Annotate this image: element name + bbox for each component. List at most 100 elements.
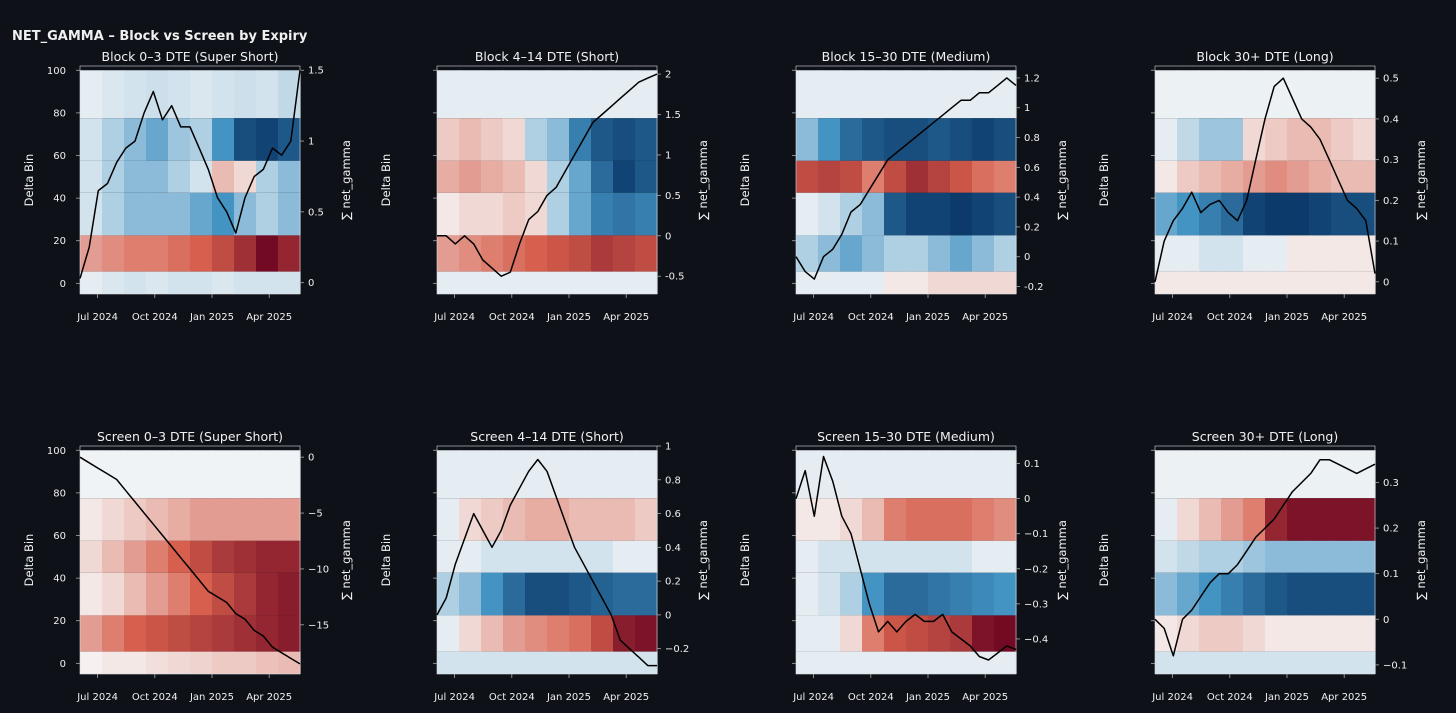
- heatmap-cell: [1331, 540, 1354, 573]
- heatmap-cell: [234, 192, 257, 236]
- right-tick-label: 0.6: [665, 509, 681, 520]
- heatmap-cell: [437, 70, 460, 119]
- heatmap-cell: [503, 450, 526, 499]
- heatmap-cell: [613, 498, 636, 541]
- right-axis-label: ∑ net_gamma: [339, 520, 353, 600]
- heatmap-cell: [212, 70, 235, 119]
- heatmap-cell: [950, 540, 973, 573]
- heatmap-cell: [481, 572, 504, 616]
- heatmap-cell: [1265, 192, 1288, 236]
- heatmap-cell: [168, 160, 191, 193]
- heatmap-cell: [459, 615, 482, 652]
- heatmap-cell: [1177, 572, 1200, 616]
- x-tick-label: Jul 2024: [433, 312, 475, 323]
- heatmap-cell: [437, 615, 460, 652]
- left-axis-label: Delta Bin: [22, 154, 36, 207]
- heatmap-cell: [1309, 498, 1332, 541]
- heatmap-cell: [168, 70, 191, 119]
- heatmap-cell: [1155, 118, 1178, 161]
- heatmap-cell: [459, 235, 482, 272]
- heatmap-cell: [1331, 70, 1354, 119]
- heatmap-cell: [1265, 572, 1288, 616]
- heatmap-cell: [256, 192, 279, 236]
- heatmap-cell: [796, 70, 819, 119]
- heatmap-cell: [1331, 160, 1354, 193]
- heatmap-cell: [1353, 70, 1376, 119]
- heatmap-cell: [1287, 450, 1310, 499]
- heatmap-cell: [190, 118, 213, 161]
- heatmap-cell: [1177, 271, 1200, 294]
- heatmap-cell: [146, 540, 169, 573]
- heatmap-cell: [928, 498, 951, 541]
- heatmap-cell: [635, 450, 658, 499]
- x-tick-label: Jul 2024: [76, 692, 118, 703]
- axes-frame: [1154, 65, 1376, 295]
- heatmap-cell: [102, 192, 125, 236]
- heatmap-cell: [459, 192, 482, 236]
- x-tick-label: Apr 2025: [962, 312, 1008, 323]
- heatmap-cell: [459, 70, 482, 119]
- panel-5: Screen 0–3 DTE (Super Short) 0 20 40 60 80 100…: [22, 429, 353, 703]
- heatmap-cell: [635, 651, 658, 674]
- left-tick-label: 40: [53, 194, 66, 205]
- heatmap-cell: [796, 160, 819, 193]
- heatmap-cell: [278, 160, 301, 193]
- heatmap-cell: [1199, 192, 1222, 236]
- heatmap-cell: [278, 498, 301, 541]
- heatmap-cell: [481, 118, 504, 161]
- heatmap-cell: [459, 271, 482, 294]
- heatmap-cell: [190, 271, 213, 294]
- right-tick-label: 1.5: [308, 66, 324, 77]
- heatmap-cell: [840, 160, 863, 193]
- heatmap-cell: [278, 271, 301, 294]
- heatmap-cell: [124, 651, 147, 674]
- heatmap-cell: [234, 572, 257, 616]
- heatmap-cell: [1265, 271, 1288, 294]
- heatmap-cell: [994, 498, 1017, 541]
- heatmap-cell: [1177, 70, 1200, 119]
- heatmap-cell: [190, 192, 213, 236]
- heatmap-cell: [569, 160, 592, 193]
- x-tick-label: Apr 2025: [603, 692, 649, 703]
- right-tick-label: −5: [308, 509, 323, 520]
- heatmap-cell: [80, 572, 103, 616]
- heatmap-cell: [1177, 192, 1200, 236]
- heatmap-cell: [1265, 498, 1288, 541]
- heatmap-cell: [613, 118, 636, 161]
- axes-frame: [79, 65, 301, 295]
- heatmap-cell: [1155, 235, 1178, 272]
- heatmap-cell: [80, 615, 103, 652]
- heatmap-cell: [1199, 160, 1222, 193]
- heatmap-cell: [234, 160, 257, 193]
- heatmap-cell: [256, 450, 279, 499]
- right-tick-label: −0.1: [1024, 529, 1048, 540]
- heatmap-cell: [972, 192, 995, 236]
- x-tick-label: Jan 2025: [1264, 692, 1309, 703]
- heatmap-cell: [525, 540, 548, 573]
- x-tick-label: Jul 2024: [792, 692, 834, 703]
- heatmap-cell: [972, 651, 995, 674]
- heatmap-cell: [437, 540, 460, 573]
- axes-frame: [1154, 445, 1376, 675]
- heatmap-cell: [928, 572, 951, 616]
- heatmap-cell: [1287, 271, 1310, 294]
- heatmap-cell: [1199, 271, 1222, 294]
- heatmap-cell: [1309, 160, 1332, 193]
- heatmap-cell: [212, 615, 235, 652]
- heatmap-cell: [1265, 235, 1288, 272]
- heatmap-cell: [1155, 450, 1178, 499]
- heatmap-cell: [459, 498, 482, 541]
- heatmap-cell: [168, 450, 191, 499]
- heatmap-cell: [906, 118, 929, 161]
- heatmap-cell: [613, 540, 636, 573]
- panel-4: Block 30+ DTE (Long) Delta Bin 0 0.1 0.2 0.3 0…: [1097, 49, 1428, 323]
- heatmap-cell: [591, 160, 614, 193]
- heatmap-cell: [547, 615, 570, 652]
- heatmap-cell: [862, 651, 885, 674]
- heatmap-cell: [146, 235, 169, 272]
- heatmap-cell: [884, 160, 907, 193]
- heatmap-cell: [1331, 651, 1354, 674]
- right-tick-label: 0.1: [1383, 237, 1399, 248]
- right-tick-label: 0: [308, 278, 314, 289]
- heatmap-cell: [1353, 572, 1376, 616]
